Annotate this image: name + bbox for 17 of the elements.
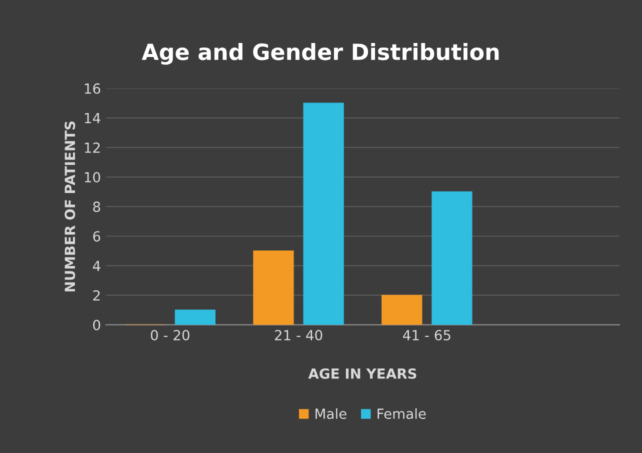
x-tick-label: 21 - 40 — [274, 330, 322, 340]
x-axis-title: AGE IN YEARS — [308, 368, 416, 379]
chart-title: Age and Gender Distribution — [142, 43, 499, 65]
y-tick-label: 2 — [93, 290, 100, 301]
y-tick-label: 8 — [93, 202, 100, 212]
y-tick-label: 12 — [84, 142, 100, 153]
x-tick-label: 41 - 65 — [403, 330, 450, 340]
legend-label: Female — [378, 408, 426, 419]
legend-label: Male — [316, 408, 346, 419]
y-axis-title: NUMBER OF PATIENTS — [64, 121, 76, 292]
y-tick-label: 16 — [84, 83, 100, 94]
y-tick-label: 6 — [93, 231, 100, 242]
y-tick-label: 14 — [84, 113, 100, 124]
y-tick-label: 0 — [93, 320, 100, 330]
x-tick-label: 0 - 20 — [150, 330, 190, 340]
y-tick-label: 10 — [84, 172, 100, 182]
y-tick-label: 4 — [92, 260, 100, 271]
